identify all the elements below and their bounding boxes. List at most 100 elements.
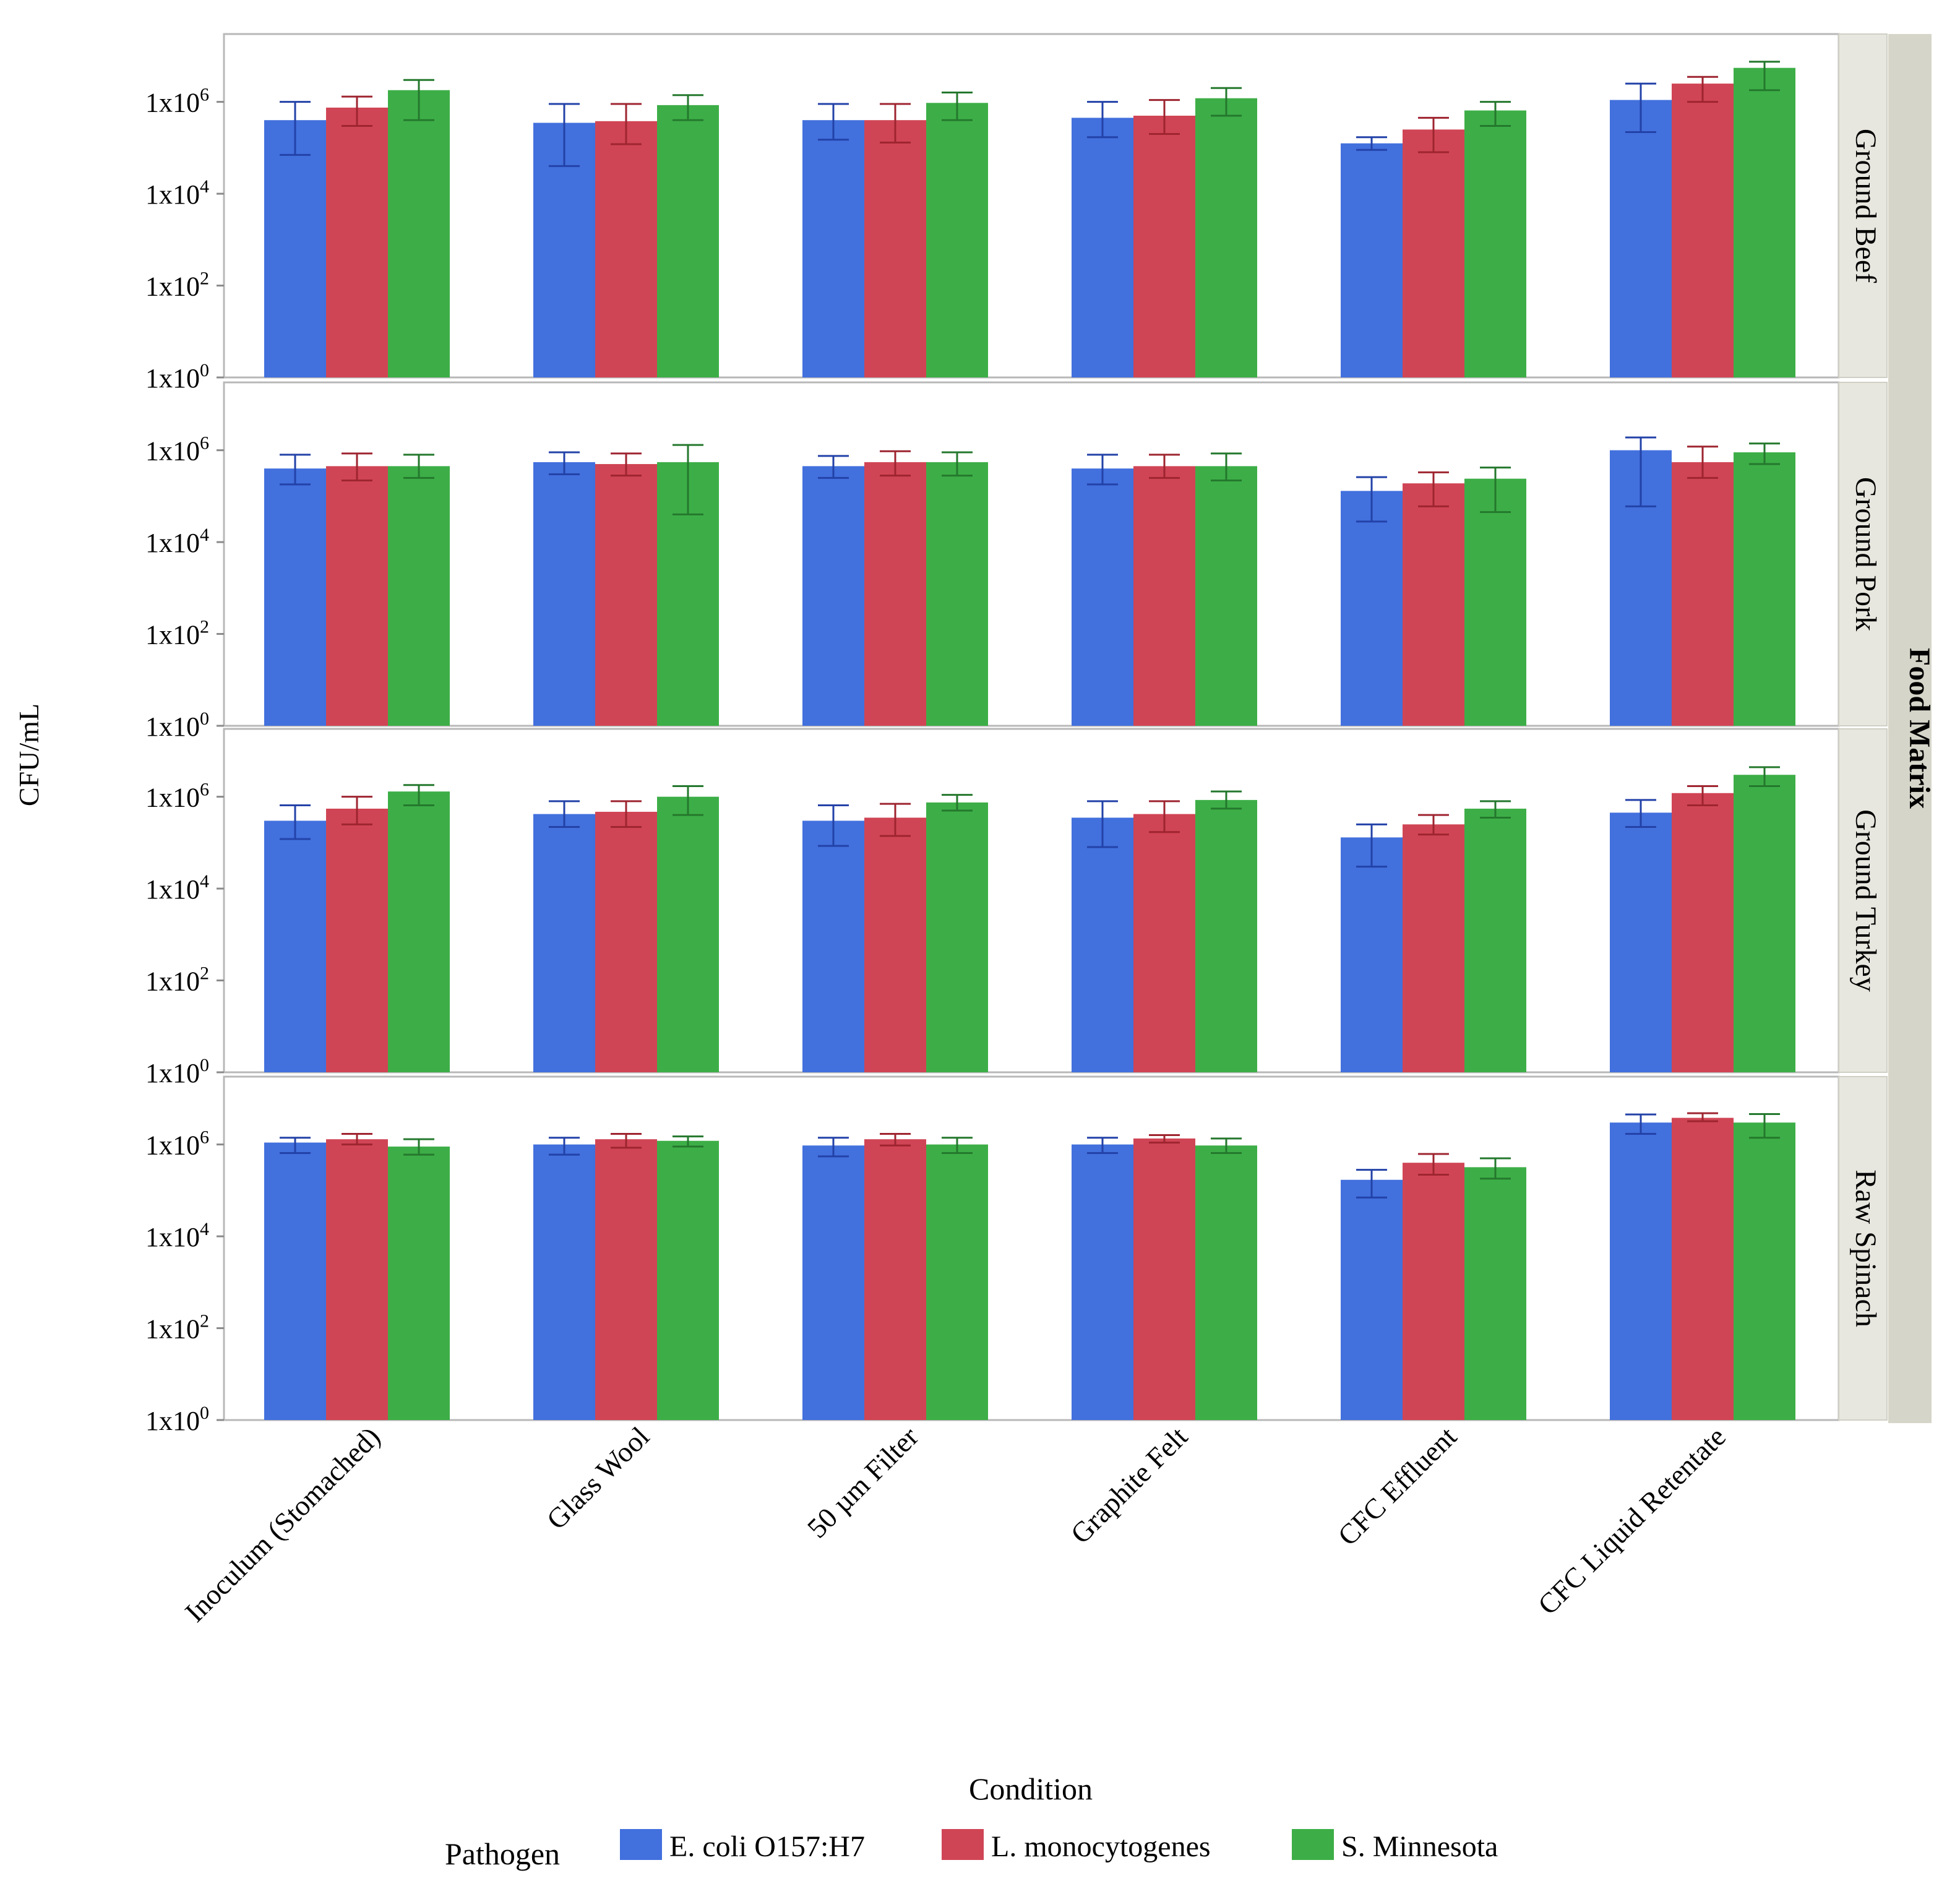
bar [264, 120, 326, 378]
bar [1403, 129, 1464, 377]
bar [1195, 1145, 1257, 1420]
y-tick-label: 1x106 [145, 1127, 209, 1161]
bar [595, 811, 657, 1072]
bar [388, 791, 450, 1072]
bar [657, 105, 719, 377]
legend-label: L. monocytogenes [991, 1830, 1211, 1863]
bar [1403, 483, 1464, 726]
bar [1610, 100, 1672, 377]
bar [533, 814, 595, 1072]
bar [1672, 84, 1734, 378]
bar [864, 817, 926, 1072]
bar [802, 120, 864, 378]
bar [926, 103, 988, 378]
y-tick-label: 1x104 [145, 871, 209, 905]
bar [1195, 98, 1257, 377]
bar [1403, 824, 1464, 1072]
bar [926, 802, 988, 1072]
panel-strip-label: Ground Beef [1849, 129, 1882, 283]
x-category-label: 50 µm Filter [801, 1421, 924, 1544]
y-tick-label: 1x102 [145, 617, 209, 650]
panel-strip [1838, 1076, 1888, 1421]
bar [1341, 491, 1403, 726]
bar [1072, 118, 1133, 377]
y-tick-label: 1x102 [145, 963, 209, 997]
bar [1133, 814, 1195, 1072]
bar [926, 1144, 988, 1420]
bar [1133, 115, 1195, 377]
bar [388, 466, 450, 726]
x-category-label: Glass Wool [541, 1421, 656, 1536]
x-category-label: CFC Liquid Retentate [1532, 1421, 1732, 1621]
panel-ground-turkey: 1x100 1x102 1x104 1x106 Ground Turkey [145, 728, 1888, 1088]
y-axis-title: CFU/mL [13, 704, 45, 806]
bar [326, 466, 388, 726]
bar [1403, 1163, 1464, 1420]
panel-strip-label: Raw Spinach [1849, 1169, 1882, 1327]
bar [1464, 1167, 1526, 1420]
bar [1341, 143, 1403, 378]
bar [1133, 1138, 1195, 1420]
bar [264, 1142, 326, 1420]
bar [1133, 466, 1195, 726]
legend-title: Pathogen [445, 1836, 560, 1871]
legend-swatch [620, 1829, 662, 1860]
bar [388, 1147, 450, 1420]
bar [864, 1139, 926, 1420]
bar [326, 107, 388, 377]
bar [802, 1145, 864, 1420]
bar [864, 462, 926, 726]
bar [1341, 1179, 1403, 1420]
x-axis-title: Condition [969, 1771, 1093, 1806]
bar [926, 462, 988, 726]
x-category-label: Graphite Felt [1064, 1421, 1193, 1550]
panel-strip-label: Ground Turkey [1849, 809, 1882, 992]
legend-label: S. Minnesota [1341, 1830, 1498, 1863]
y-tick-label: 1x104 [145, 525, 209, 558]
bar [388, 90, 450, 377]
y-tick-label: 1x100 [145, 708, 209, 742]
bar [1072, 1144, 1133, 1420]
panel-strip-label: Ground Pork [1849, 477, 1882, 631]
x-category-label: Inoculum (Stomached) [179, 1421, 386, 1628]
x-category-labels: Inoculum (Stomached) Glass Wool 50 µm Filt… [179, 1421, 1732, 1628]
panel-frame [223, 381, 1840, 727]
y-tick-label: 1x100 [145, 1055, 209, 1088]
bar [1195, 799, 1257, 1072]
bar [1734, 775, 1795, 1072]
panel-frame [223, 728, 1840, 1074]
bar [1672, 1117, 1734, 1420]
y-tick-label: 1x100 [145, 360, 209, 394]
facet-title-strip [1888, 34, 1932, 1423]
panel-strip [1838, 33, 1888, 378]
bar [1464, 808, 1526, 1072]
legend-swatch [1292, 1829, 1334, 1860]
panel-frame [223, 1075, 1840, 1421]
bar [802, 820, 864, 1072]
y-tick-label: 1x104 [145, 176, 209, 210]
bar [657, 796, 719, 1072]
bar [533, 1144, 595, 1420]
bar [1734, 452, 1795, 726]
bar [657, 1140, 719, 1420]
y-tick-label: 1x106 [145, 433, 209, 467]
panel-strip [1838, 728, 1888, 1073]
y-tick-label: 1x104 [145, 1219, 209, 1252]
y-tick-label: 1x106 [145, 85, 209, 118]
y-tick-label: 1x100 [145, 1403, 209, 1436]
panel-ground-beef: 1x100 1x102 1x104 1x106 Ground Beef [145, 33, 1888, 394]
y-tick-label: 1x102 [145, 1311, 209, 1345]
bar [1672, 793, 1734, 1072]
bar [326, 808, 388, 1072]
bar [1464, 478, 1526, 726]
bar [864, 120, 926, 378]
facet-title: Food Matrix [1903, 648, 1936, 809]
panel-raw-spinach: 1x100 1x102 1x104 1x106 Raw Spinach [145, 1075, 1888, 1436]
bar [1734, 1122, 1795, 1420]
panel-frame [223, 33, 1840, 379]
legend-label: E. coli O157:H7 [669, 1830, 865, 1863]
y-tick-label: 1x102 [145, 269, 209, 302]
bar [264, 468, 326, 726]
bar [595, 121, 657, 378]
